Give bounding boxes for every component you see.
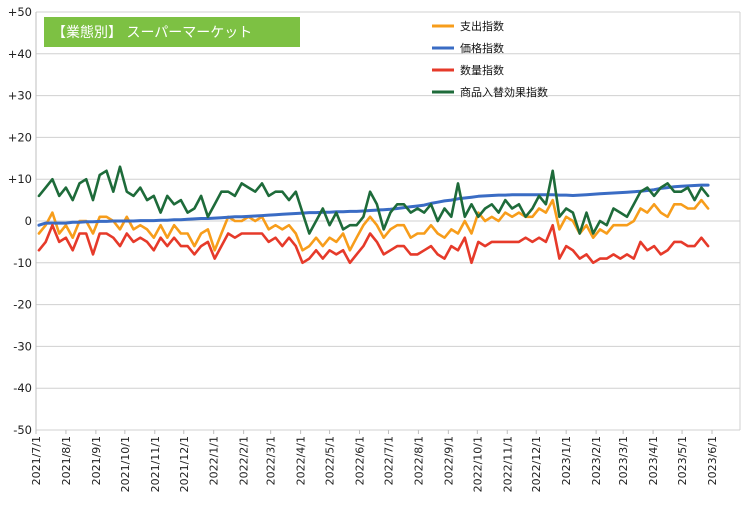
x-tick-label: 2023/1/1 <box>560 436 573 485</box>
x-tick-label: 2023/4/1 <box>647 436 660 485</box>
y-tick-label: +50 <box>8 5 32 19</box>
y-tick-label: +40 <box>8 47 32 61</box>
y-axis: +50 +40 +30 +20 +10 0 -10 -20 -30 -40 -50 <box>8 5 32 437</box>
y-tick-label: -40 <box>13 381 32 395</box>
y-tick-label: +30 <box>8 89 32 103</box>
x-tick-label: 2022/1/1 <box>208 436 221 485</box>
x-tick-label: 2022/6/1 <box>354 436 367 485</box>
chart-title: 【業態別】 スーパーマーケット <box>52 25 252 41</box>
x-tick-label: 2022/7/1 <box>382 436 395 485</box>
chart-title-box: 【業態別】 スーパーマーケット <box>44 17 300 47</box>
series-line-3 <box>37 223 710 265</box>
x-tick-label: 2022/3/1 <box>265 436 278 485</box>
x-tick-label: 2022/2/1 <box>238 436 251 485</box>
y-tick-label: +10 <box>8 172 32 186</box>
legend-label: 数量指数 <box>460 63 504 77</box>
x-tick-label: 2021/11/1 <box>149 436 162 492</box>
x-tick-label: 2021/8/1 <box>60 436 73 485</box>
series-line-4 <box>37 165 710 235</box>
y-tick-label: 0 <box>25 214 32 228</box>
legend-label: 支出指数 <box>460 19 504 33</box>
y-tick-label: -10 <box>13 256 32 270</box>
y-tick-label: -30 <box>13 339 32 353</box>
x-tick-label: 2022/9/1 <box>442 436 455 485</box>
x-tick-label: 2022/10/1 <box>471 436 484 492</box>
x-tick-label: 2023/2/1 <box>590 436 603 485</box>
x-tick-label: 2022/4/1 <box>295 436 308 485</box>
x-tick-label: 2022/12/1 <box>530 436 543 492</box>
x-tick-label: 2021/7/1 <box>30 436 43 485</box>
legend-label: 価格指数 <box>460 41 504 55</box>
y-tick-label: +20 <box>8 130 32 144</box>
x-tick-label: 2022/5/1 <box>324 436 337 485</box>
y-tick-label: -20 <box>13 298 32 312</box>
x-tick-label: 2023/6/1 <box>706 436 719 485</box>
x-tick-label: 2021/10/1 <box>119 436 132 492</box>
series-lines <box>37 165 710 265</box>
x-tick-label: 2022/11/1 <box>501 436 514 492</box>
legend-label: 商品入替効果指数 <box>460 85 548 99</box>
series-line-1 <box>37 198 710 252</box>
x-axis: 2021/7/1 2021/8/1 2021/9/1 2021/10/1 2021/11… <box>30 430 719 492</box>
x-tick-label: 2021/12/1 <box>178 436 191 492</box>
x-tick-label: 2023/3/1 <box>617 436 630 485</box>
y-tick-label: -50 <box>13 423 32 437</box>
chart-title-background <box>44 17 300 47</box>
x-tick-label: 2021/9/1 <box>90 436 103 485</box>
x-tick-label: 2022/8/1 <box>412 436 425 485</box>
x-tick-label: 2023/5/1 <box>676 436 689 485</box>
series-line-2 <box>37 183 710 227</box>
